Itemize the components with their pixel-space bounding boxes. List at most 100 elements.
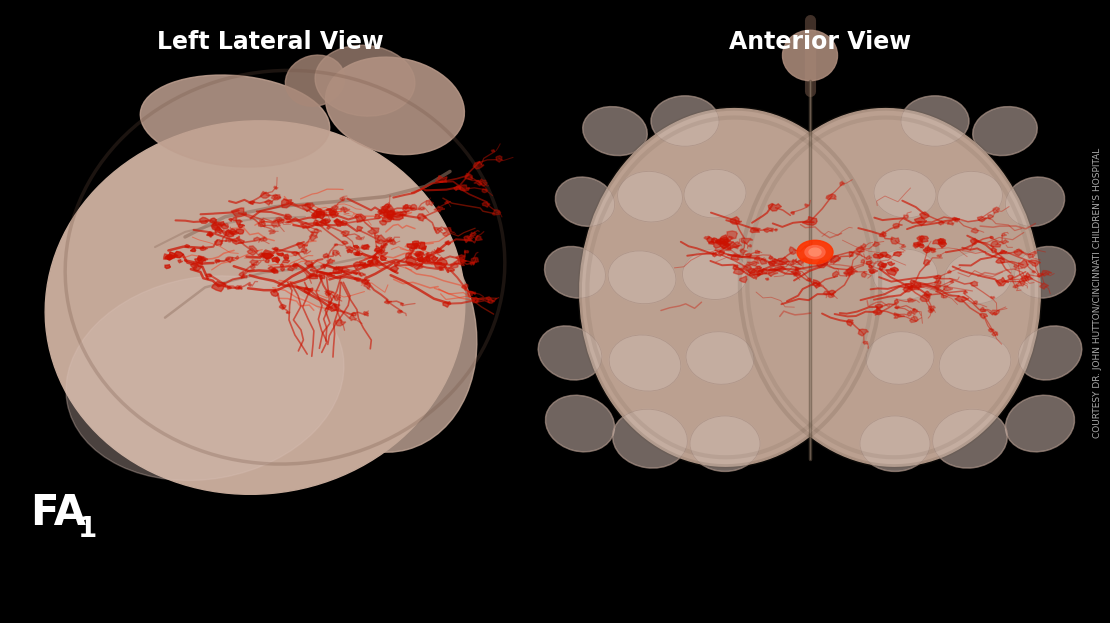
Polygon shape — [866, 256, 871, 260]
Ellipse shape — [538, 326, 602, 380]
Polygon shape — [990, 310, 1000, 315]
Polygon shape — [414, 252, 422, 256]
Polygon shape — [390, 240, 396, 245]
Polygon shape — [394, 262, 400, 266]
Polygon shape — [292, 252, 300, 255]
Polygon shape — [791, 269, 800, 276]
Ellipse shape — [874, 169, 936, 218]
Polygon shape — [326, 273, 335, 277]
Polygon shape — [918, 241, 922, 245]
Polygon shape — [356, 253, 360, 255]
Polygon shape — [263, 254, 273, 259]
Polygon shape — [355, 247, 361, 249]
Polygon shape — [879, 232, 886, 237]
Polygon shape — [1040, 283, 1049, 289]
Ellipse shape — [609, 335, 680, 391]
Polygon shape — [435, 176, 447, 182]
Polygon shape — [707, 237, 715, 242]
Polygon shape — [456, 255, 465, 261]
Polygon shape — [803, 258, 807, 260]
Polygon shape — [748, 269, 757, 273]
Polygon shape — [228, 286, 231, 289]
Polygon shape — [907, 312, 911, 316]
Polygon shape — [275, 257, 280, 262]
Polygon shape — [346, 249, 353, 253]
Polygon shape — [388, 239, 392, 242]
Polygon shape — [384, 300, 392, 303]
Polygon shape — [323, 254, 329, 258]
Polygon shape — [387, 217, 393, 219]
Polygon shape — [1020, 275, 1029, 282]
Polygon shape — [849, 252, 854, 256]
Polygon shape — [895, 299, 899, 303]
Polygon shape — [743, 264, 751, 271]
Polygon shape — [891, 237, 899, 244]
Polygon shape — [326, 260, 335, 264]
Polygon shape — [304, 288, 313, 294]
Polygon shape — [306, 275, 312, 278]
Polygon shape — [931, 249, 936, 251]
Polygon shape — [262, 253, 273, 259]
Polygon shape — [925, 291, 931, 298]
Polygon shape — [273, 247, 279, 250]
Polygon shape — [928, 309, 934, 313]
Polygon shape — [324, 214, 327, 216]
Polygon shape — [472, 257, 478, 262]
Polygon shape — [206, 274, 212, 277]
Polygon shape — [259, 222, 265, 227]
Polygon shape — [353, 252, 360, 255]
Polygon shape — [384, 204, 391, 209]
Polygon shape — [712, 238, 720, 243]
Polygon shape — [353, 273, 357, 275]
Polygon shape — [874, 309, 882, 315]
Polygon shape — [355, 214, 366, 222]
Polygon shape — [471, 262, 475, 265]
Polygon shape — [992, 312, 997, 315]
Polygon shape — [856, 254, 860, 255]
Polygon shape — [1008, 275, 1013, 280]
Polygon shape — [239, 224, 244, 228]
Polygon shape — [993, 207, 999, 213]
Polygon shape — [789, 247, 797, 254]
Polygon shape — [418, 207, 425, 210]
Polygon shape — [1021, 276, 1028, 280]
Polygon shape — [166, 252, 178, 259]
Polygon shape — [268, 267, 274, 271]
Polygon shape — [440, 267, 443, 270]
Ellipse shape — [545, 395, 615, 452]
Polygon shape — [326, 209, 332, 211]
Polygon shape — [194, 257, 206, 265]
Polygon shape — [376, 249, 387, 256]
Polygon shape — [1019, 260, 1029, 268]
Ellipse shape — [140, 75, 330, 167]
Polygon shape — [304, 261, 313, 266]
Polygon shape — [391, 210, 395, 212]
Polygon shape — [794, 272, 798, 275]
Polygon shape — [310, 234, 317, 240]
Polygon shape — [264, 200, 273, 205]
Polygon shape — [174, 252, 184, 258]
Polygon shape — [467, 292, 473, 296]
Polygon shape — [206, 232, 213, 235]
Polygon shape — [400, 211, 407, 216]
Polygon shape — [734, 265, 738, 269]
Polygon shape — [904, 215, 908, 219]
Polygon shape — [426, 201, 433, 206]
Polygon shape — [473, 297, 478, 303]
Polygon shape — [925, 246, 932, 250]
Polygon shape — [251, 265, 255, 269]
Polygon shape — [919, 236, 929, 242]
Polygon shape — [718, 250, 725, 255]
Polygon shape — [844, 267, 854, 275]
Polygon shape — [210, 218, 216, 224]
Polygon shape — [215, 227, 223, 234]
Polygon shape — [948, 221, 953, 226]
Polygon shape — [978, 216, 987, 222]
Polygon shape — [750, 228, 760, 232]
Polygon shape — [973, 301, 978, 304]
Polygon shape — [332, 205, 339, 210]
Polygon shape — [722, 239, 734, 245]
Polygon shape — [817, 283, 821, 286]
Polygon shape — [327, 302, 331, 305]
Polygon shape — [719, 235, 728, 244]
